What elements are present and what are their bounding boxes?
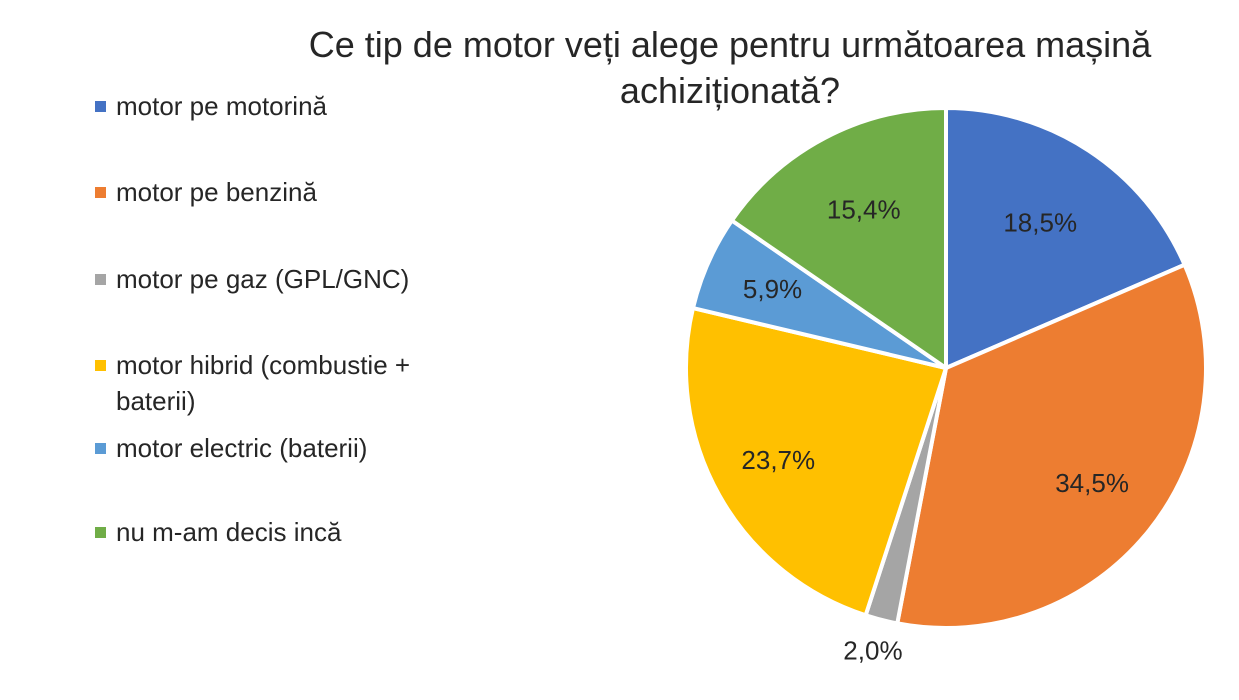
legend-item-hybrid: motor hibrid (combustie + baterii) xyxy=(95,347,465,419)
legend-label-hybrid: motor hibrid (combustie + baterii) xyxy=(116,350,411,416)
legend-item-petrol: motor pe benzină xyxy=(95,174,495,210)
data-label-diesel: 18,5% xyxy=(1003,207,1077,237)
data-label-petrol: 34,5% xyxy=(1055,468,1129,498)
legend-item-diesel: motor pe motorină xyxy=(95,88,495,124)
legend-swatch-undecided xyxy=(95,527,106,538)
pie-slice-hybrid xyxy=(684,306,948,618)
legend-swatch-diesel xyxy=(95,101,106,112)
legend-label-gas: motor pe gaz (GPL/GNC) xyxy=(116,264,410,294)
legend-swatch-petrol xyxy=(95,187,106,198)
legend-swatch-gas xyxy=(95,274,106,285)
pie-slice-petrol xyxy=(895,262,1209,630)
legend-label-electric: motor electric (baterii) xyxy=(116,433,368,463)
data-label-electric: 5,9% xyxy=(743,274,802,304)
pie-slice-undecided xyxy=(729,106,948,370)
legend-item-electric: motor electric (baterii) xyxy=(95,430,495,466)
legend-swatch-electric xyxy=(95,443,106,454)
data-label-hybrid: 23,7% xyxy=(741,445,815,475)
legend-label-diesel: motor pe motorină xyxy=(116,91,327,121)
legend-label-undecided: nu m-am decis incă xyxy=(116,517,342,547)
chart-title: Ce tip de motor veți alege pentru următo… xyxy=(308,24,1152,111)
legend-swatch-hybrid xyxy=(95,360,106,371)
legend-item-undecided: nu m-am decis incă xyxy=(95,514,495,550)
pie-slice-diesel xyxy=(944,106,1187,370)
legend-label-petrol: motor pe benzină xyxy=(116,177,317,207)
data-label-gas: 2,0% xyxy=(843,635,902,665)
data-label-undecided: 15,4% xyxy=(827,194,901,224)
legend-item-gas: motor pe gaz (GPL/GNC) xyxy=(95,261,495,297)
